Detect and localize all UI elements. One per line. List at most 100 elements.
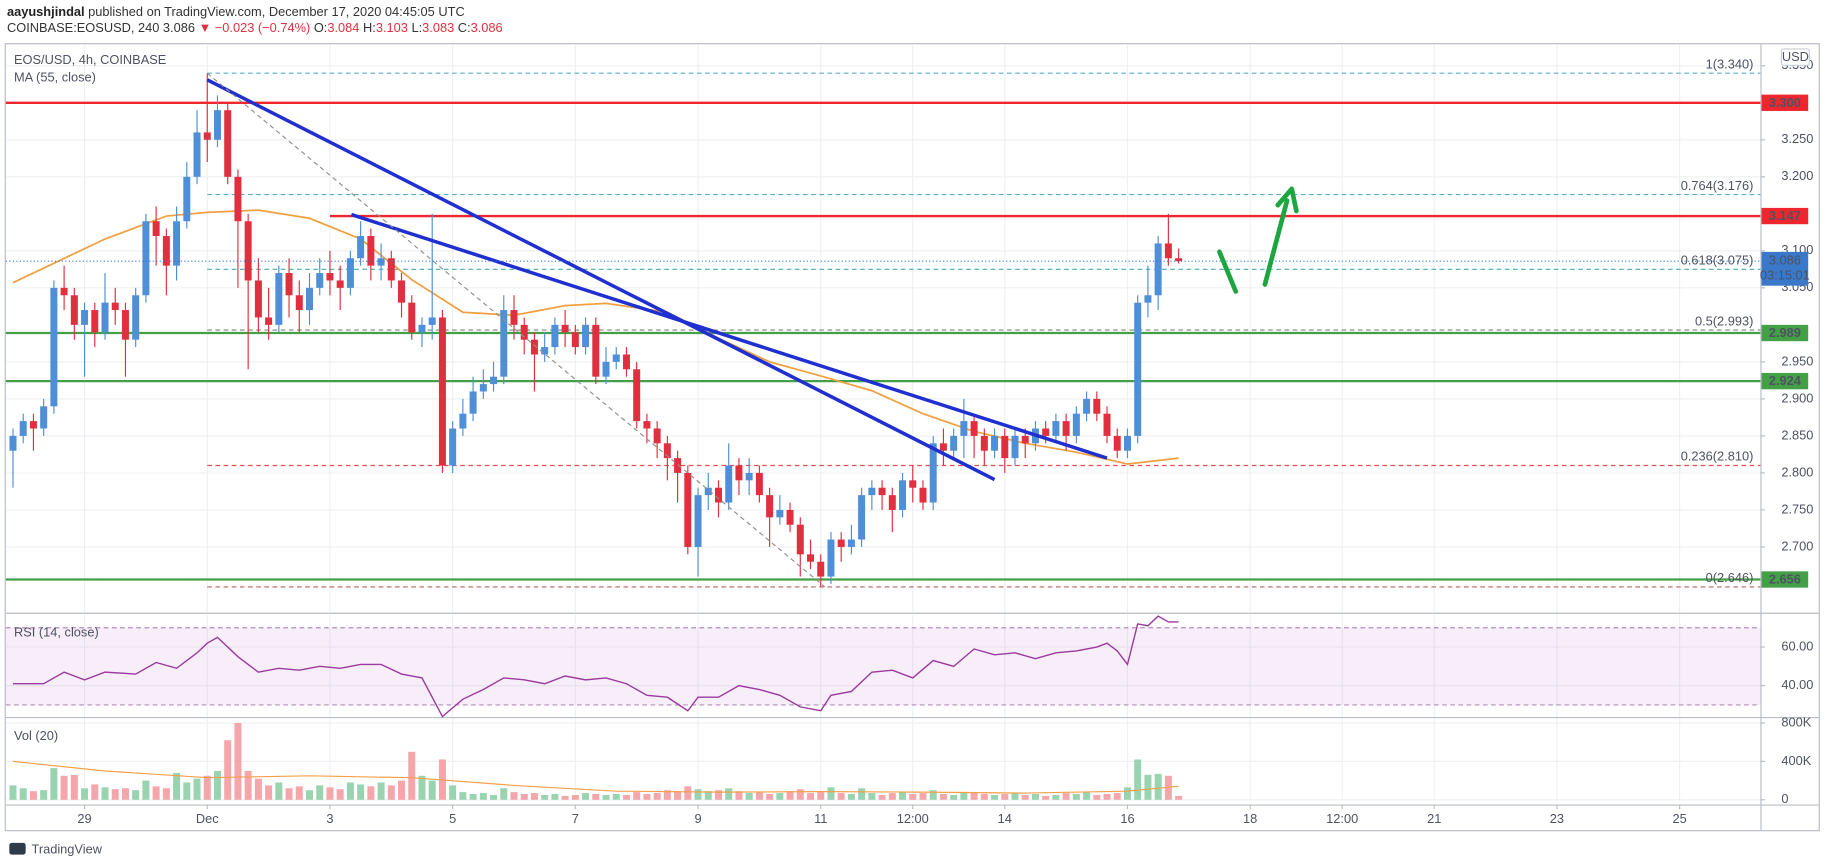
candle-body	[786, 509, 794, 525]
candle-body	[326, 273, 334, 281]
currency[interactable]: USD	[1782, 49, 1809, 64]
candle-body	[807, 554, 815, 562]
rsi-band	[5, 627, 1761, 705]
candle-body	[306, 287, 313, 311]
candle-body	[224, 110, 232, 177]
volume-bar	[991, 794, 999, 800]
volume-bar	[254, 778, 262, 800]
volume-bar	[469, 794, 477, 800]
candle-body	[193, 132, 201, 177]
candle-body	[469, 391, 477, 414]
candle-body	[520, 324, 528, 340]
last-price: 3.086	[163, 21, 195, 36]
candle-body	[357, 236, 365, 259]
candle-body	[316, 273, 324, 288]
pane-title: RSI (14, close)	[14, 624, 99, 639]
volume-bar	[725, 788, 733, 800]
candle-body	[745, 472, 753, 481]
candle-body	[960, 421, 968, 436]
volume-bar	[142, 780, 150, 800]
y-tick-label: 3.200	[1781, 168, 1813, 183]
y-tick-label: 2.900	[1781, 390, 1813, 405]
candle-body	[1072, 413, 1080, 436]
x-tick-label: 29	[77, 811, 91, 826]
candle-body	[735, 465, 743, 481]
volume-bar	[582, 793, 590, 800]
volume-bar	[162, 788, 170, 800]
volume-bar	[592, 794, 600, 800]
x-tick-label: Dec	[196, 811, 219, 826]
current-price-label: 3.086	[1769, 253, 1801, 268]
candle-body	[254, 280, 262, 318]
x-tick-label: 5	[449, 811, 456, 826]
fib-label: 1(3.340)	[1706, 56, 1754, 71]
candle-body	[173, 221, 181, 266]
candle-body	[81, 310, 89, 325]
volume-bar	[387, 785, 395, 800]
volume-bar	[653, 793, 661, 800]
volume-bar	[408, 751, 416, 800]
candle-body	[121, 310, 129, 340]
volume-bar	[40, 790, 48, 800]
labels: 1(3.340) 0.764(3.176) 0.618(3.075) 0.5(2.99…	[14, 56, 1810, 826]
candle-body	[1175, 258, 1183, 262]
candle-body	[694, 495, 702, 547]
candle-body	[510, 310, 518, 325]
grid: 2.7002.7502.8002.8502.9002.9503.0503.100…	[5, 44, 1813, 806]
volume-bar	[81, 788, 89, 800]
volume-bar	[203, 775, 211, 800]
volume-bar	[326, 787, 334, 800]
candle-body	[663, 443, 671, 459]
volume-bar	[173, 772, 181, 800]
volume-bar	[510, 792, 518, 800]
candle-body	[1144, 295, 1152, 303]
ohlc-key: H:	[363, 21, 376, 36]
volume-bar	[398, 780, 406, 800]
candle-body	[490, 376, 498, 385]
candle-body	[40, 406, 48, 429]
candle-body	[152, 221, 160, 237]
volume-bar	[316, 785, 324, 800]
volume-bar	[60, 775, 68, 800]
x-tick-label: 25	[1672, 811, 1686, 826]
candle-body	[776, 509, 784, 518]
volume-bar	[275, 782, 283, 800]
candle-body	[1103, 413, 1111, 436]
candle-body	[991, 435, 999, 451]
candle-body	[1154, 243, 1162, 296]
volume-bar	[193, 778, 201, 800]
candle-body	[622, 354, 630, 370]
x-tick-label: 18	[1243, 811, 1257, 826]
volume-bar	[306, 790, 313, 800]
volume-bar	[19, 788, 27, 800]
volume-bar	[530, 793, 538, 800]
volume-bar	[418, 775, 426, 800]
candle-body	[582, 324, 590, 348]
volume-bar	[970, 792, 978, 800]
volume-bar	[950, 794, 958, 800]
trendline	[206, 78, 996, 482]
volume-bar	[929, 790, 937, 800]
candle-body	[408, 302, 416, 333]
candle-body	[725, 465, 733, 503]
currency-button[interactable]	[1780, 48, 1810, 66]
candle-body	[602, 361, 610, 377]
candle-body	[755, 472, 763, 496]
volume-bar	[1011, 793, 1019, 800]
symbol-line: COINBASE:EOSUSD, 240 3.086 ▼ −0.023 (−0.…	[7, 21, 503, 36]
volume-bar	[980, 794, 988, 800]
volume-bar	[234, 722, 242, 800]
candle-body	[275, 273, 283, 325]
volume-bar	[807, 793, 815, 800]
volume-bar	[643, 794, 651, 800]
candle-body	[265, 317, 273, 325]
volume-bar	[827, 787, 835, 800]
ohlc-key: O:	[314, 21, 328, 36]
volume-bar	[183, 782, 191, 800]
candle-body	[295, 295, 303, 311]
volume-bar	[111, 789, 119, 800]
volume-bar	[561, 795, 569, 800]
indicator-title: MA (55, close)	[14, 70, 96, 85]
